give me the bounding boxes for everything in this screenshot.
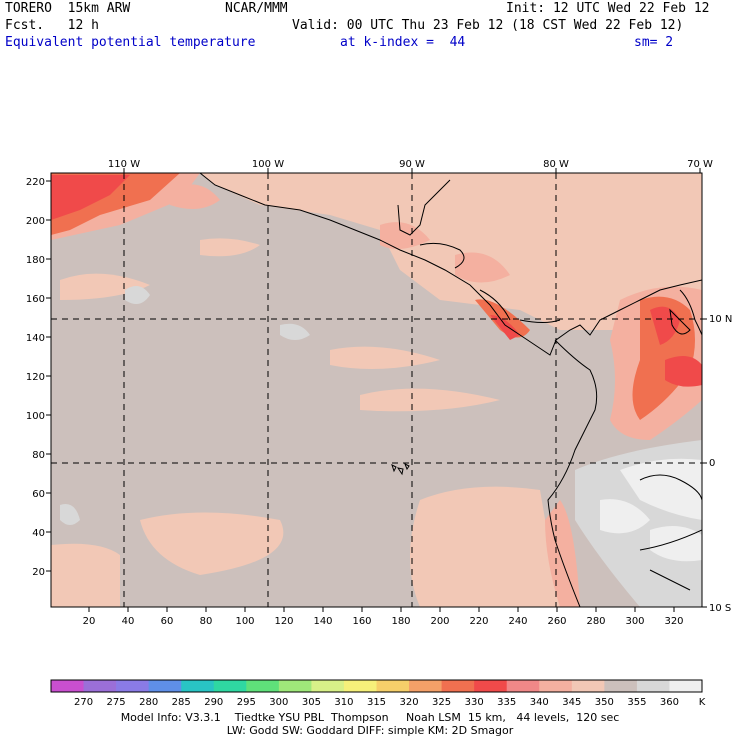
legend-swatch: [636, 680, 670, 692]
legend-swatch: [441, 680, 475, 692]
x-label: 220: [469, 616, 488, 627]
legend-value-label: 305: [302, 697, 321, 708]
x-label: 80: [200, 616, 213, 627]
legend-swatch: [604, 680, 638, 692]
temperature-field: [51, 173, 702, 607]
lon-label: 70 W: [687, 159, 713, 170]
level-info: at k-index = 44: [340, 35, 466, 50]
left-axis-labels: 220 200 180 160 140 120 100 80 60 40 20: [26, 177, 45, 578]
init-time: Init: 12 UTC Wed 22 Feb 12: [506, 1, 710, 16]
field-title: Equivalent potential temperature: [5, 35, 256, 50]
x-label: 320: [664, 616, 683, 627]
top-longitude-labels: 110 W 100 W 90 W 80 W 70 W: [108, 159, 713, 170]
legend-swatch: [669, 680, 703, 692]
model-info-line1: Model Info: V3.3.1 Tiedtke YSU PBL Thomp…: [120, 711, 620, 724]
x-label: 40: [122, 616, 135, 627]
y-label: 140: [26, 333, 45, 344]
color-legend-bar: [50, 679, 703, 693]
legend-value-label: 330: [465, 697, 484, 708]
x-label: 180: [391, 616, 410, 627]
legend-value-label: 300: [269, 697, 288, 708]
legend-swatch: [246, 680, 280, 692]
y-label: 100: [26, 411, 45, 422]
legend-value-label: 280: [139, 697, 158, 708]
y-label: 160: [26, 294, 45, 305]
legend-swatch: [278, 680, 312, 692]
smoothing-info: sm= 2: [634, 35, 674, 50]
x-label: 260: [547, 616, 566, 627]
forecast-hour: Fcst. 12 h: [5, 18, 99, 33]
legend-value-label: 355: [627, 697, 646, 708]
legend-swatch: [213, 680, 247, 692]
y-label: 200: [26, 216, 45, 227]
legend-value-label: 285: [172, 697, 191, 708]
y-label: 60: [32, 489, 45, 500]
y-label: 180: [26, 255, 45, 266]
legend-swatch: [51, 680, 85, 692]
x-label: 200: [430, 616, 449, 627]
y-label: 220: [26, 177, 45, 188]
legend-swatch: [311, 680, 345, 692]
legend-swatch: [409, 680, 443, 692]
x-label: 100: [235, 616, 254, 627]
center-name: NCAR/MMM: [225, 1, 288, 16]
legend-swatch: [474, 680, 508, 692]
legend-value-label: 350: [595, 697, 614, 708]
legend-value-label: 315: [367, 697, 386, 708]
x-label: 140: [313, 616, 332, 627]
lon-label: 90 W: [399, 159, 425, 170]
lon-label: 110 W: [108, 159, 140, 170]
x-label: 280: [586, 616, 605, 627]
model-name: TORERO 15km ARW: [5, 1, 131, 16]
legend-value-label: 360: [660, 697, 679, 708]
legend-value-label: 345: [562, 697, 581, 708]
legend-value-label: 320: [400, 697, 419, 708]
legend-swatch: [116, 680, 150, 692]
x-label: 160: [352, 616, 371, 627]
color-legend-labels: 270 275 280 285 290 295 300 305 310 315 320 325 330 3…: [74, 697, 679, 708]
legend-swatch: [571, 680, 605, 692]
legend-value-label: 340: [530, 697, 549, 708]
legend-frame: [50, 679, 703, 693]
map-frame: [50, 172, 703, 608]
legend-value-label: 335: [497, 697, 516, 708]
bottom-axis-labels: 20 40 60 80 100 120 140 160 180 200 220 …: [83, 616, 684, 627]
legend-value-label: 325: [432, 697, 451, 708]
legend-value-label: 290: [204, 697, 223, 708]
x-label: 20: [83, 616, 96, 627]
legend-unit: K: [699, 697, 706, 708]
legend-swatch: [506, 680, 540, 692]
legend-value-label: 270: [74, 697, 93, 708]
lon-label: 80 W: [543, 159, 569, 170]
legend-swatch: [539, 680, 573, 692]
y-label: 80: [32, 450, 45, 461]
model-info-line2: LW: Godd SW: Goddard DIFF: simple KM: 2D…: [226, 724, 514, 737]
y-label: 40: [32, 528, 45, 539]
x-label: 240: [508, 616, 527, 627]
legend-swatch: [83, 680, 117, 692]
legend-value-label: 275: [107, 697, 126, 708]
x-label: 120: [274, 616, 293, 627]
lat-label: 10 N: [709, 314, 732, 325]
lat-label: 0: [709, 458, 715, 469]
legend-swatch: [343, 680, 377, 692]
legend-value-label: 295: [237, 697, 256, 708]
x-label: 60: [161, 616, 174, 627]
right-latitude-labels: 10 N 0 10 S: [709, 314, 732, 614]
legend-swatch: [181, 680, 215, 692]
legend-swatch: [376, 680, 410, 692]
legend-value-label: 310: [334, 697, 353, 708]
lat-label: 10 S: [709, 603, 731, 614]
x-label: 300: [625, 616, 644, 627]
legend-swatch: [148, 680, 182, 692]
valid-time: Valid: 00 UTC Thu 23 Feb 12 (18 CST Wed …: [292, 18, 684, 33]
tick-marks: [46, 168, 707, 612]
y-label: 120: [26, 372, 45, 383]
lon-label: 100 W: [252, 159, 284, 170]
y-label: 20: [32, 567, 45, 578]
graticule: [51, 173, 702, 607]
